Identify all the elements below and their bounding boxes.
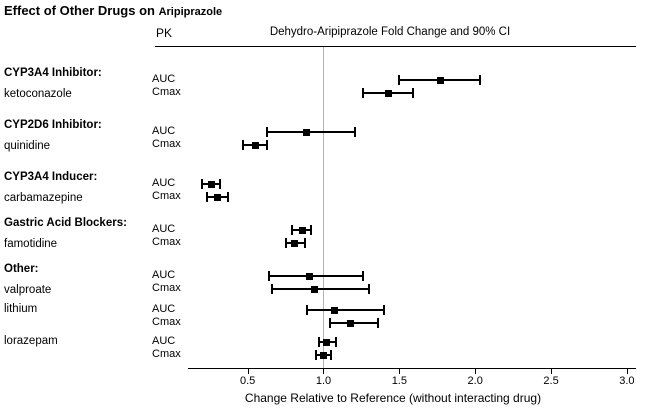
ci-cap-low: [314, 350, 317, 360]
pk-label: Cmax: [152, 138, 181, 150]
ci-cap-high: [226, 192, 229, 202]
ci-line: [306, 309, 385, 311]
point-estimate: [436, 76, 444, 84]
ci-cap-high: [361, 271, 364, 281]
point-estimate: [319, 351, 327, 359]
ci-cap-low: [305, 305, 308, 315]
ci-cap-high: [310, 225, 313, 235]
ci-cap-high: [377, 318, 380, 328]
x-tick-label: 2.5: [543, 375, 559, 387]
pk-label: AUC: [152, 223, 176, 235]
ci-cap-high: [334, 337, 337, 347]
figure-title-drug: Aripiprazole: [158, 6, 223, 18]
x-tick: [323, 369, 325, 374]
ci-cap-low: [201, 179, 204, 189]
ci-cap-high: [383, 305, 386, 315]
ci-cap-high: [478, 75, 481, 85]
ci-cap-high: [412, 88, 414, 98]
pk-label: Cmax: [152, 316, 181, 328]
x-tick: [475, 369, 477, 374]
plot-column-header: Dehydro-Aripiprazole Fold Change and 90%…: [269, 26, 511, 38]
ci-cap-low: [284, 238, 287, 248]
drug-label: famotidine: [4, 238, 58, 250]
category-label: Other:: [4, 263, 39, 275]
pk-label: Cmax: [152, 86, 181, 98]
ci-cap-high: [330, 350, 333, 360]
pk-label: Cmax: [152, 282, 181, 294]
x-tick-label: 1.5: [391, 375, 407, 387]
x-axis-line: [188, 368, 636, 369]
point-estimate: [207, 180, 215, 188]
ci-cap-low: [290, 225, 293, 235]
x-tick-label: 2.0: [467, 375, 483, 387]
pk-label: AUC: [152, 335, 176, 347]
x-tick: [626, 369, 628, 374]
drug-label: valproate: [4, 284, 52, 296]
x-axis-title: Change Relative to Reference (without in…: [244, 391, 542, 405]
point-estimate: [323, 338, 331, 346]
ci-cap-low: [266, 127, 269, 137]
pk-label: Cmax: [152, 190, 181, 202]
drug-label: lithium: [4, 303, 38, 315]
pk-label: AUC: [152, 73, 176, 85]
pk-label: AUC: [152, 303, 176, 315]
ci-cap-low: [317, 337, 320, 347]
pk-label: Cmax: [152, 348, 181, 360]
ci-cap-low: [398, 75, 401, 85]
point-estimate: [298, 226, 306, 234]
pk-label: AUC: [152, 269, 176, 281]
x-tick: [551, 369, 553, 374]
figure-title: Effect of Other Drugs on Aripiprazole: [4, 3, 222, 18]
category-label: CYP3A4 Inhibitor:: [4, 67, 102, 79]
ci-cap-high: [304, 238, 307, 248]
point-estimate: [330, 306, 338, 314]
drug-label: lorazepam: [4, 335, 58, 347]
ci-cap-low: [270, 284, 273, 294]
x-tick-label: 3.0: [619, 375, 635, 387]
pk-label: AUC: [152, 125, 176, 137]
ci-cap-high: [354, 127, 357, 137]
ci-cap-low: [361, 88, 364, 98]
point-estimate: [251, 141, 259, 149]
drug-label: ketoconazole: [4, 88, 72, 100]
category-label: CYP3A4 Inducer:: [4, 171, 98, 183]
pk-label: AUC: [152, 177, 176, 189]
pk-label: Cmax: [152, 236, 181, 248]
x-tick-label: 1.0: [315, 375, 332, 387]
point-estimate: [347, 319, 355, 327]
point-estimate: [303, 128, 311, 136]
point-estimate: [213, 193, 221, 201]
ci-cap-low: [267, 271, 270, 281]
point-estimate: [291, 239, 299, 247]
figure-title-main: Effect of Other Drugs on: [4, 3, 155, 18]
drug-label: carbamazepine: [4, 192, 83, 204]
ci-cap-low: [328, 318, 331, 328]
drug-label: quinidine: [4, 140, 51, 152]
ci-line: [271, 288, 369, 290]
ci-line: [268, 275, 363, 277]
reference-line: [323, 47, 325, 368]
point-estimate: [385, 89, 393, 97]
point-estimate: [306, 272, 314, 280]
header-rule: [155, 46, 636, 47]
ci-line: [267, 131, 356, 133]
x-tick: [247, 369, 249, 374]
ci-cap-high: [266, 140, 269, 150]
ci-cap-low: [205, 192, 208, 202]
category-label: CYP2D6 Inhibitor:: [4, 119, 102, 131]
ci-cap-high: [368, 284, 370, 294]
ci-cap-high: [219, 179, 222, 189]
point-estimate: [310, 285, 318, 293]
category-label: Gastric Acid Blockers:: [4, 217, 127, 229]
pk-column-header: PK: [156, 26, 173, 40]
ci-cap-low: [242, 140, 245, 150]
x-tick: [399, 369, 401, 374]
x-tick-label: 0.5: [239, 375, 256, 387]
